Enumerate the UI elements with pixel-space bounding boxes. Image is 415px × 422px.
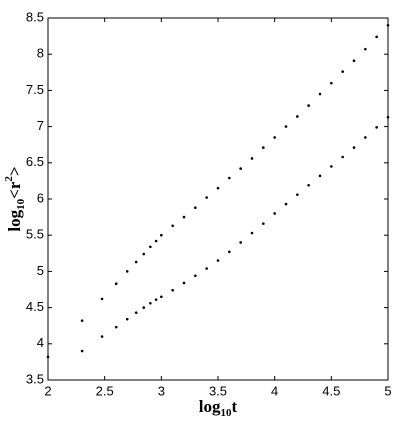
data-point [273, 212, 276, 215]
y-label-end: > [5, 166, 24, 176]
data-point [386, 23, 390, 27]
y-tick-label: 7.5 [26, 82, 44, 97]
data-point [273, 136, 276, 139]
x-tick-label: 3.5 [209, 383, 227, 398]
data-point [296, 115, 299, 118]
plot-frame [47, 17, 389, 381]
x-tick-label: 4 [271, 383, 278, 398]
data-point [182, 281, 186, 285]
data-point [262, 222, 265, 225]
data-point [330, 81, 333, 85]
y-axis-label: log10<r2> [3, 166, 27, 231]
data-point [80, 319, 84, 322]
y-tick-label: 8 [37, 46, 44, 61]
data-point [386, 115, 390, 119]
x-tick-label: 2.5 [96, 383, 114, 398]
data-point [154, 239, 158, 243]
data-point [160, 295, 163, 299]
data-point [330, 165, 333, 168]
y-label-rest: <r [5, 181, 24, 199]
y-label-sub: 10 [15, 198, 27, 210]
data-point [134, 260, 138, 264]
data-point [142, 252, 146, 256]
data-point [125, 270, 129, 273]
data-point [114, 325, 118, 329]
data-point [296, 193, 299, 196]
data-point [307, 183, 310, 187]
data-point [100, 297, 104, 301]
y-tick-label: 5 [37, 263, 44, 278]
data-point [205, 196, 208, 199]
y-tick-label: 4 [37, 335, 44, 350]
data-point [364, 47, 367, 51]
y-tick-label: 6 [37, 190, 44, 205]
data-point [239, 167, 242, 170]
data-point [154, 298, 158, 301]
y-label-sup: 2 [3, 176, 15, 182]
x-tick-label: 5 [384, 383, 391, 398]
data-point [100, 335, 104, 338]
data-point [194, 206, 197, 209]
data-point [228, 250, 231, 254]
data-point [228, 176, 231, 180]
data-point [318, 174, 322, 178]
data-point [194, 274, 197, 278]
data-point [364, 136, 367, 139]
y-tick-label: 5.5 [26, 227, 44, 242]
data-point [352, 59, 356, 63]
data-point [142, 306, 146, 309]
data-point [171, 288, 174, 292]
y-label-base: log [5, 209, 24, 231]
data-point [375, 126, 378, 129]
data-point [250, 231, 254, 235]
data-point [262, 146, 265, 149]
data-point [149, 301, 152, 305]
data-point [216, 259, 220, 262]
data-point [352, 146, 356, 149]
x-label-base: log [199, 397, 221, 416]
data-point [182, 215, 186, 219]
data-point [80, 349, 84, 353]
data-point [134, 311, 138, 314]
x-tick-label: 3 [158, 383, 165, 398]
y-tick-label: 7 [37, 118, 44, 133]
data-point [160, 233, 163, 237]
data-point [216, 186, 220, 190]
data-point [284, 202, 288, 206]
y-tick-label: 8.5 [26, 9, 44, 24]
data-point [318, 92, 322, 96]
data-point [375, 35, 378, 39]
data-point [125, 317, 129, 321]
data-point [171, 224, 174, 228]
x-label-rest: t [232, 397, 238, 416]
y-tick-label: 6.5 [26, 154, 44, 169]
data-point [250, 157, 254, 160]
data-point [341, 155, 344, 159]
x-tick-label: 2 [44, 383, 51, 398]
data-point [149, 245, 152, 249]
y-tick-label: 3.5 [26, 371, 44, 386]
x-axis-label: log10t [199, 397, 238, 419]
data-point [239, 241, 242, 244]
x-tick-label: 4.5 [322, 383, 340, 398]
y-tick-label: 4.5 [26, 299, 44, 314]
data-point [46, 355, 50, 359]
data-point [205, 267, 208, 270]
data-point [341, 70, 344, 73]
x-label-sub: 10 [221, 407, 233, 419]
data-point [307, 104, 310, 107]
data-point [114, 282, 118, 286]
data-point [284, 125, 288, 128]
